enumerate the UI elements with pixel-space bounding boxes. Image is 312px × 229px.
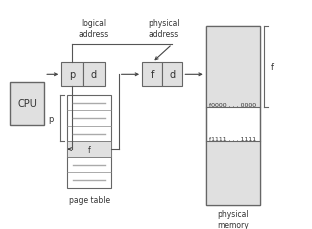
Text: physical
memory: physical memory (217, 210, 249, 229)
Text: f: f (88, 145, 90, 154)
Text: physical
address: physical address (148, 19, 180, 38)
Text: p: p (48, 114, 54, 123)
FancyBboxPatch shape (61, 63, 83, 87)
Text: page table: page table (69, 195, 110, 204)
FancyBboxPatch shape (206, 142, 260, 205)
Text: f: f (271, 63, 274, 72)
FancyBboxPatch shape (10, 82, 44, 125)
Text: logical
address: logical address (79, 19, 109, 38)
Text: d: d (91, 70, 97, 80)
Text: p: p (69, 70, 75, 80)
FancyBboxPatch shape (206, 27, 260, 108)
FancyBboxPatch shape (206, 27, 260, 205)
Text: f1111 . . . 1111: f1111 . . . 1111 (209, 137, 256, 142)
FancyBboxPatch shape (83, 63, 105, 87)
FancyBboxPatch shape (67, 142, 111, 157)
FancyBboxPatch shape (67, 95, 111, 188)
Text: f0000 . . . 0000: f0000 . . . 0000 (209, 103, 256, 108)
Text: d: d (169, 70, 175, 80)
Text: f: f (150, 70, 154, 80)
FancyBboxPatch shape (162, 63, 183, 87)
FancyBboxPatch shape (142, 63, 162, 87)
Text: CPU: CPU (17, 99, 37, 109)
